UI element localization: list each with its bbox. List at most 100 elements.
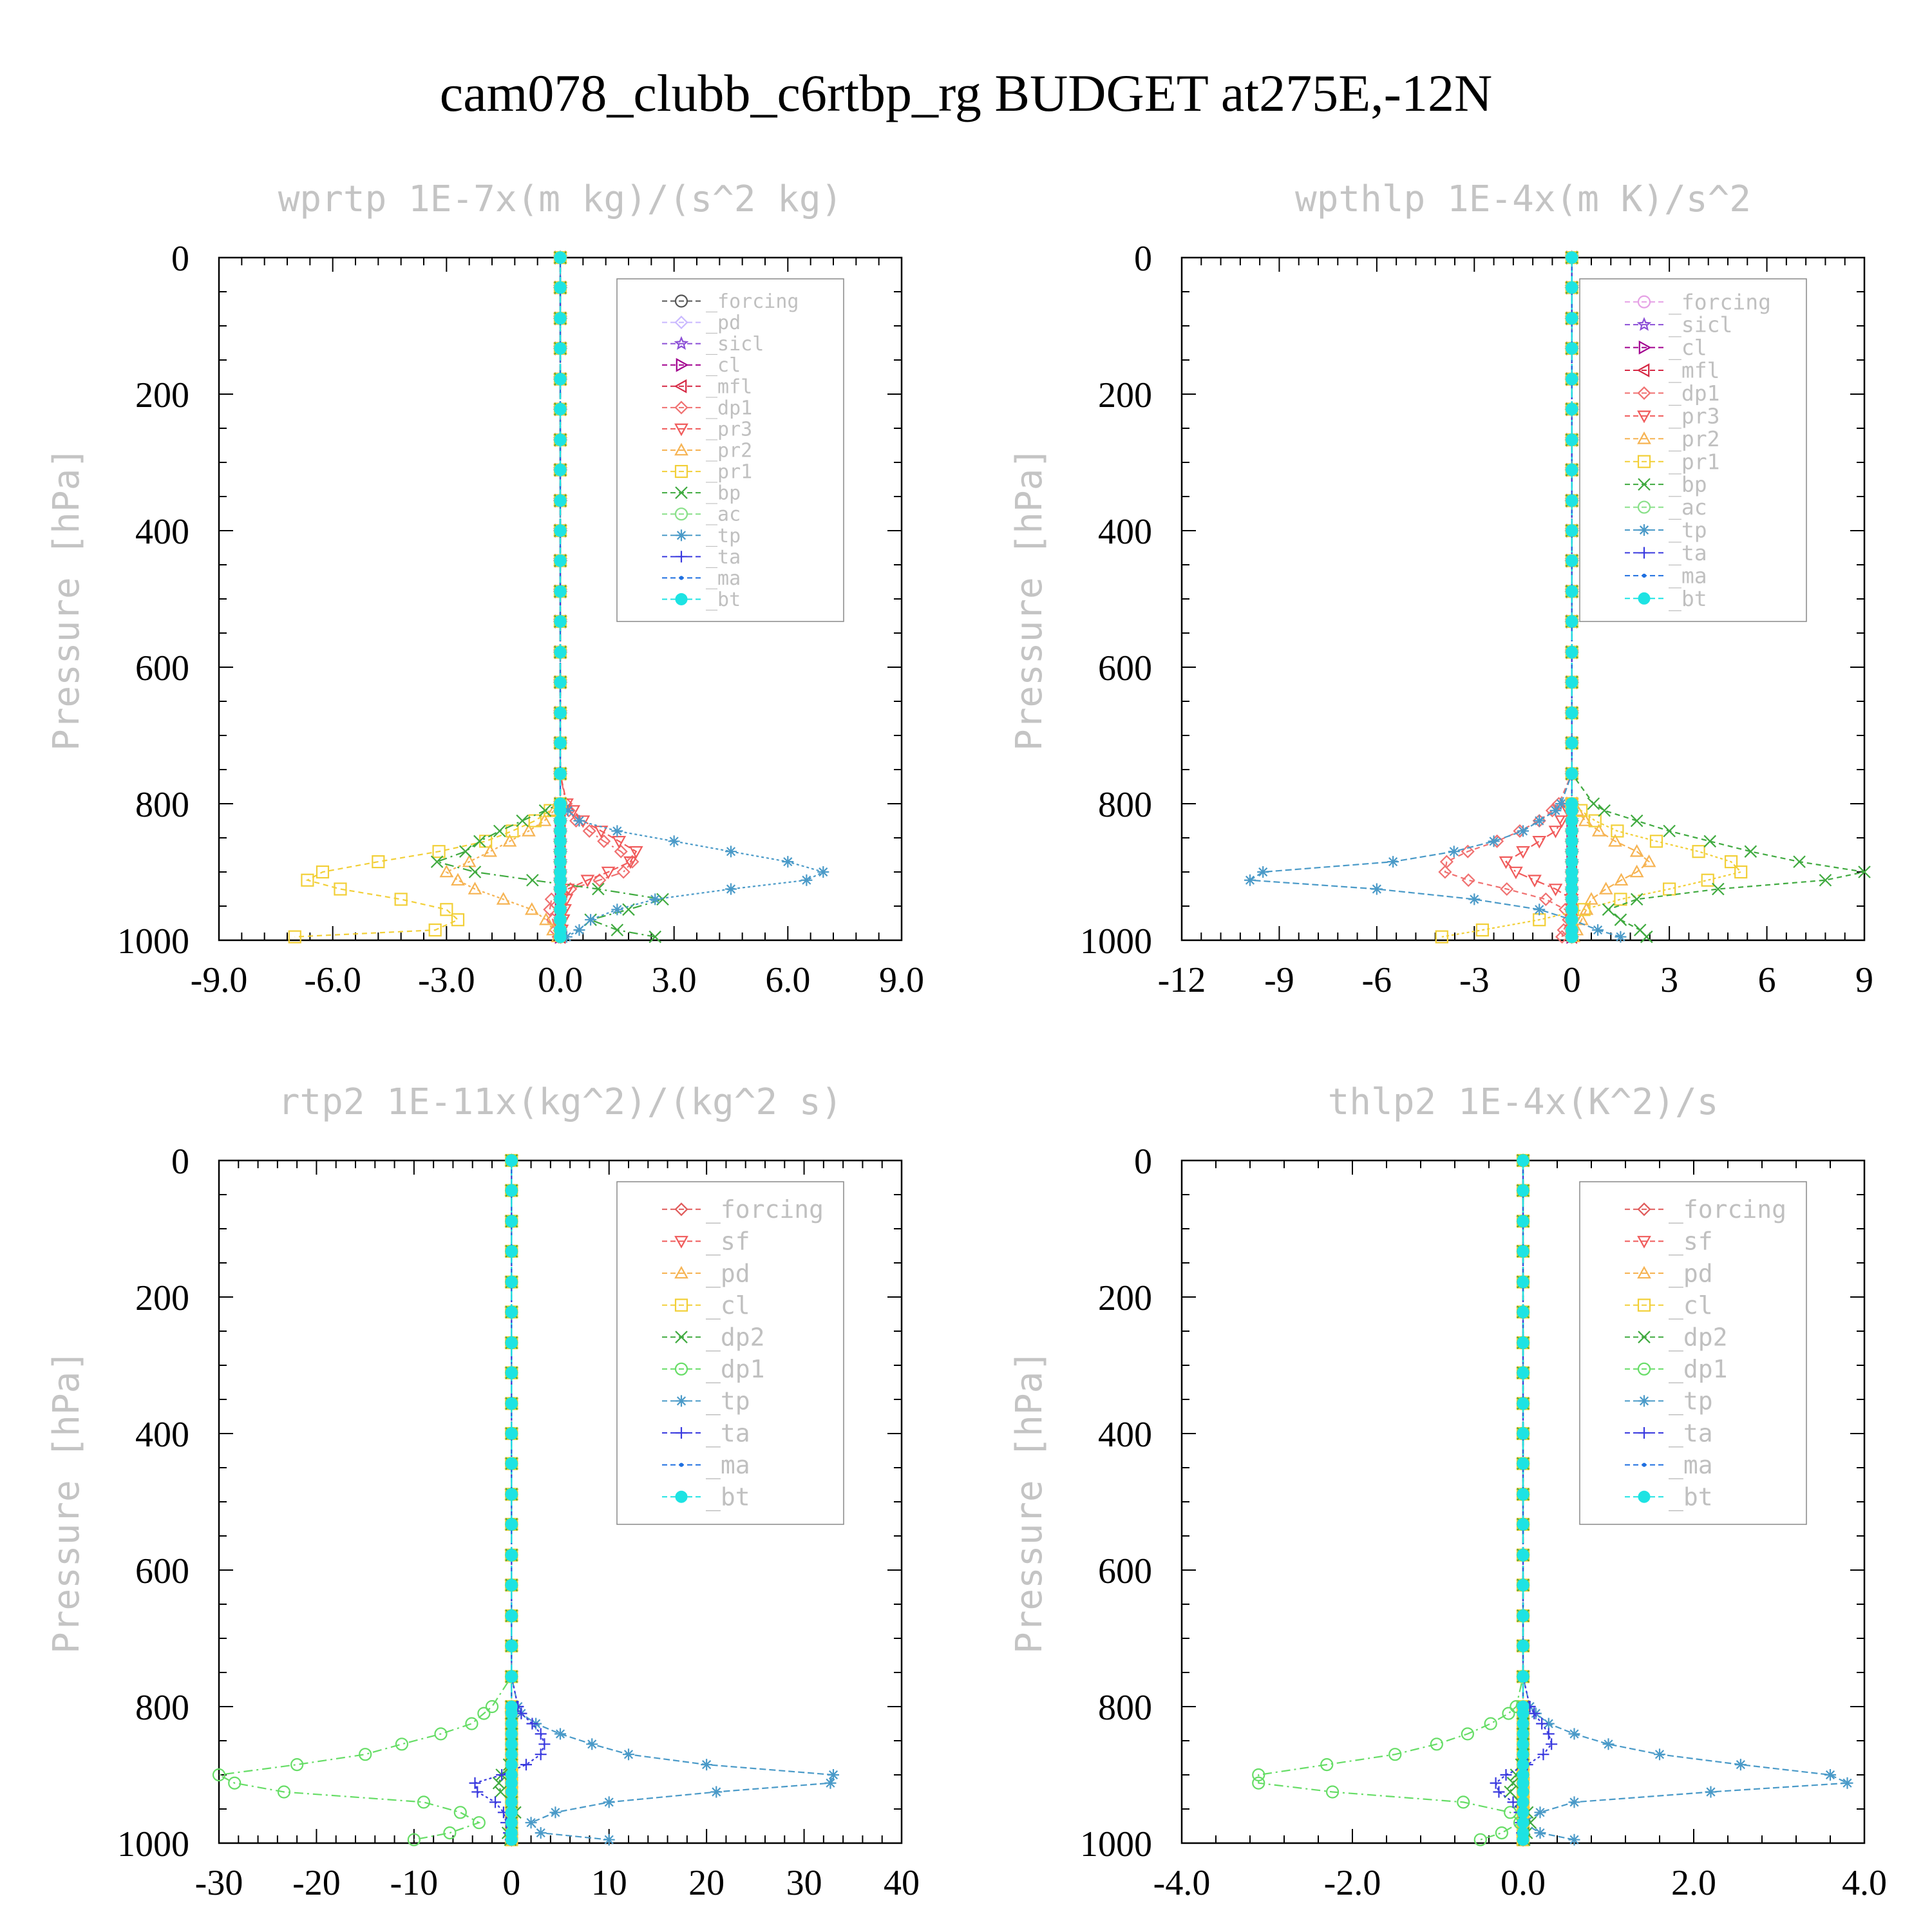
x-tick-label: -9.0 [191,960,248,1000]
legend-item: _pr3 [662,418,752,440]
data-point [1493,1786,1505,1798]
legend-marker [674,379,687,393]
legend-marker [1642,1463,1647,1467]
data-point [1528,875,1542,887]
data-point [1566,646,1578,659]
data-point [1566,281,1578,294]
data-point [451,913,465,927]
legend-label: _bt [1669,1483,1713,1512]
legend-item: _bp [1625,472,1707,498]
y-tick-label: 1000 [117,1824,189,1864]
data-point [1566,342,1578,355]
data-point [316,865,330,879]
legend-label: _cl [706,1291,750,1320]
legend-label: _bt [706,589,741,611]
data-point [522,824,536,837]
legend-marker [674,1202,688,1217]
y-tick-label: 600 [135,1551,189,1591]
x-tick-label: 0 [1563,960,1581,1000]
data-point [1517,1816,1530,1829]
data-point [1517,1427,1530,1440]
data-point [1517,1305,1530,1318]
data-point [1566,402,1578,415]
data-point [1566,676,1578,688]
series-bt [1517,1154,1530,1846]
data-point [505,1305,518,1318]
data-point [649,893,661,905]
data-point [1457,1795,1470,1809]
legend-item: _mfl [1625,358,1719,384]
data-point [372,855,385,869]
legend-item: _bt [1625,586,1707,612]
x-tick-label: -4.0 [1153,1863,1211,1903]
legend-marker [1636,317,1652,331]
data-point [1534,1806,1546,1819]
legend-label: _forcing [1669,289,1771,315]
legend-label: _mfl [1669,358,1719,384]
legend-marker [1638,1331,1651,1343]
legend-label: _sicl [706,333,764,355]
legend: _forcing_sicl_cl_mfl_dp1_pr3_pr2_pr1_bp_… [1579,278,1807,622]
data-point [1629,864,1644,878]
data-point [554,251,567,264]
data-point [288,930,301,943]
data-point [1578,813,1593,826]
data-point [1517,1640,1530,1653]
data-point [1499,856,1513,869]
data-point [1548,826,1563,838]
data-point [782,856,794,868]
x-tick-label: -20 [292,1863,341,1903]
legend-label: _forcing [706,1195,824,1224]
legend-item: _tp [662,525,741,547]
data-point [1517,1184,1530,1197]
legend-item: _bt [662,1483,750,1512]
x-tick-label: -9 [1264,960,1294,1000]
data-point [1841,1777,1853,1789]
legend-label: _bp [1669,472,1707,498]
data-point [505,1276,518,1289]
series-pr1 [288,251,567,943]
y-tick-label: 800 [1098,1688,1152,1728]
x-tick-label: 40 [884,1863,920,1903]
data-point [554,494,567,507]
data-point [554,855,567,868]
data-point [290,1758,304,1772]
y-tick-label: 800 [1098,785,1152,825]
legend-item: _ma [1625,563,1707,589]
data-point [1532,835,1547,849]
x-tick-label: 2.0 [1671,1863,1716,1903]
legend-label: _pr1 [1669,449,1719,475]
x-tick-label: 6.0 [765,960,810,1000]
legend-label: _dp1 [1669,1355,1728,1384]
legend-frame [1579,1181,1807,1525]
data-point [505,1427,518,1440]
data-point [554,804,567,817]
data-point [1528,1707,1540,1719]
legend-item: _mfl [662,375,752,398]
data-point [1517,1367,1530,1379]
data-point [1534,1827,1546,1839]
data-point [1566,615,1578,628]
legend-label: _pr3 [1669,403,1719,429]
data-point [1824,1769,1836,1781]
data-point [432,845,446,858]
legend-label: _ta [706,1419,750,1448]
legend-marker [674,442,688,456]
data-point [1611,824,1624,838]
x-tick-label: -3.0 [418,960,475,1000]
data-point [1591,824,1606,837]
data-point [535,1728,547,1740]
legend-marker [1637,431,1651,444]
panel-title: thlp2 1E-4x(K^2)/s [1328,1081,1719,1123]
data-point [539,912,553,925]
data-point [1517,1518,1530,1531]
data-point [1819,873,1832,887]
data-point [1546,1738,1558,1750]
legend-marker [676,1427,687,1439]
data-point [1566,433,1578,446]
legend-marker [1637,1362,1651,1376]
data-point [1566,804,1578,817]
data-point [538,804,552,817]
legend-item: _pr1 [662,461,752,484]
